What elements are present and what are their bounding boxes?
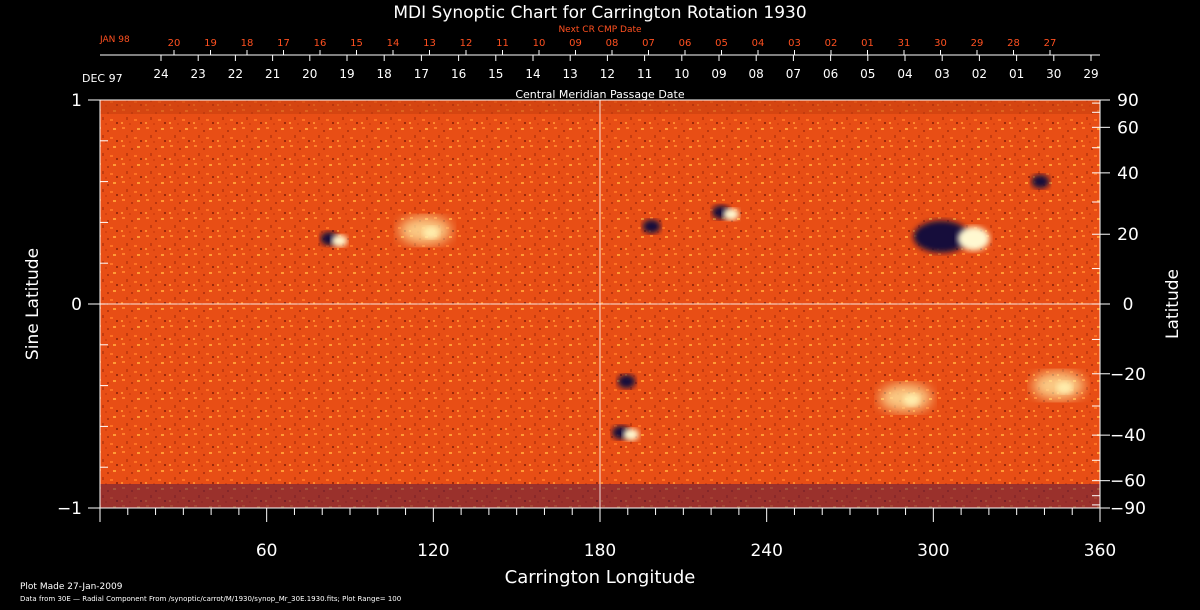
bottom-tick-label: 180 xyxy=(584,541,616,561)
second-tick-label: 14 xyxy=(525,67,540,81)
top-tick-label: 27 xyxy=(1044,38,1057,49)
right-tick-label: −20 xyxy=(1110,365,1146,385)
left-axis-ticks: 1 0 −1 xyxy=(57,91,108,519)
second-tick-label: 07 xyxy=(786,67,801,81)
top-tick-label: 30 xyxy=(934,38,947,49)
top-tick-label: 07 xyxy=(642,38,655,49)
top-tick-label: 19 xyxy=(204,38,217,49)
positive-polarity-spot xyxy=(623,428,639,441)
top-tick-label: 29 xyxy=(971,38,984,49)
second-tick-label: 11 xyxy=(637,67,652,81)
second-tick-label: 16 xyxy=(451,67,466,81)
second-tick-label: 03 xyxy=(935,67,950,81)
bottom-tick-label: 360 xyxy=(1084,541,1116,561)
positive-polarity-spot xyxy=(723,208,739,221)
right-tick-label: 20 xyxy=(1117,225,1139,245)
top-axis-label: Next CR CMP Date xyxy=(558,25,642,35)
top-tick-label: 16 xyxy=(314,38,327,49)
second-tick-label: 19 xyxy=(339,67,354,81)
left-tick-label: 1 xyxy=(71,91,82,111)
top-tick-label: 17 xyxy=(277,38,290,49)
bottom-tick-label: 240 xyxy=(750,541,782,561)
second-tick-label: 02 xyxy=(972,67,987,81)
plage-region xyxy=(1032,371,1085,400)
right-axis-label: Latitude xyxy=(1163,269,1183,339)
chart-title: MDI Synoptic Chart for Carrington Rotati… xyxy=(393,3,806,23)
data-source-note: Data from 30E — Radial Component From /s… xyxy=(20,595,401,603)
right-tick-label: 90 xyxy=(1117,91,1139,111)
top-tick-label: 06 xyxy=(679,38,692,49)
second-tick-label: 01 xyxy=(1009,67,1024,81)
bottom-tick-label: 60 xyxy=(256,541,278,561)
second-tick-label: 30 xyxy=(1046,67,1061,81)
top-tick-label: 28 xyxy=(1007,38,1020,49)
second-tick-label: 18 xyxy=(377,67,392,81)
second-tick-label: 20 xyxy=(302,67,317,81)
right-tick-label: 40 xyxy=(1117,164,1139,184)
top-tick-label: 13 xyxy=(423,38,436,49)
top-tick-label: 11 xyxy=(496,38,509,49)
second-tick-label: 06 xyxy=(823,67,838,81)
positive-polarity-spot xyxy=(331,234,348,247)
bottom-tick-label: 300 xyxy=(917,541,949,561)
second-tick-label: 09 xyxy=(711,67,726,81)
second-tick-label: 04 xyxy=(897,67,912,81)
second-tick-label: 08 xyxy=(749,67,764,81)
top-tick-label: 09 xyxy=(569,38,582,49)
second-tick-label: 24 xyxy=(153,67,168,81)
top-tick-label: 03 xyxy=(788,38,801,49)
right-tick-label: −90 xyxy=(1110,499,1146,519)
positive-polarity-spot xyxy=(957,226,990,251)
top-tick-label: 10 xyxy=(533,38,546,49)
active-regions xyxy=(320,174,1085,441)
second-axis-start: DEC 97 xyxy=(82,72,123,85)
plage-region xyxy=(399,216,451,245)
negative-polarity-spot xyxy=(1031,174,1050,189)
bottom-axis-ticks: 60 120 180 240 300 360 xyxy=(99,508,1116,561)
top-tick-label: 08 xyxy=(606,38,619,49)
second-axis-ticks: 24 23 22 21 20 19 18 17 16 15 14 13 12 11 10 09 08 07 06 05… xyxy=(153,55,1099,81)
top-tick-label: 12 xyxy=(460,38,473,49)
top-tick-label: 15 xyxy=(350,38,363,49)
top-tick-label: 31 xyxy=(898,38,911,49)
top-tick-label: 20 xyxy=(168,38,181,49)
top-tick-label: 02 xyxy=(825,38,838,49)
plot-area xyxy=(99,99,1101,509)
right-tick-label: 0 xyxy=(1123,295,1134,315)
right-axis-ticks: 90 60 40 20 0 −20 −40 −60 −90 xyxy=(1092,91,1146,519)
right-tick-label: 60 xyxy=(1117,118,1139,138)
second-tick-label: 15 xyxy=(488,67,503,81)
top-tick-label: 04 xyxy=(752,38,765,49)
negative-polarity-spot xyxy=(642,219,661,234)
right-tick-label: −60 xyxy=(1110,472,1146,492)
bottom-tick-label: 120 xyxy=(417,541,449,561)
second-tick-label: 13 xyxy=(563,67,578,81)
top-tick-label: 18 xyxy=(241,38,254,49)
top-tick-label: 14 xyxy=(387,38,400,49)
right-tick-label: −40 xyxy=(1110,426,1146,446)
top-tick-label: 01 xyxy=(861,38,874,49)
second-axis-label: Central Meridian Passage Date xyxy=(515,88,684,101)
second-tick-label: 23 xyxy=(191,67,206,81)
negative-polarity-spot xyxy=(617,374,636,389)
second-tick-label: 17 xyxy=(414,67,429,81)
second-tick-label: 10 xyxy=(674,67,689,81)
top-axis-ticks: 20 19 18 17 16 15 14 13 12 11 10 09 08 07 06 05 04 03 02 01… xyxy=(168,38,1057,55)
second-tick-label: 05 xyxy=(860,67,875,81)
second-tick-label: 21 xyxy=(265,67,280,81)
plot-made-note: Plot Made 27-Jan-2009 xyxy=(20,582,123,592)
x-axis-label: Carrington Longitude xyxy=(505,567,696,588)
left-axis-label: Sine Latitude xyxy=(23,248,43,360)
left-tick-label: 0 xyxy=(71,295,82,315)
second-tick-label: 29 xyxy=(1083,67,1098,81)
top-axis-start: JAN 98 xyxy=(99,35,130,45)
left-tick-label: −1 xyxy=(57,499,82,519)
top-tick-label: 05 xyxy=(715,38,728,49)
second-tick-label: 22 xyxy=(228,67,243,81)
plage-region xyxy=(879,383,932,412)
negative-polarity-spot xyxy=(913,220,970,253)
second-tick-label: 12 xyxy=(600,67,615,81)
